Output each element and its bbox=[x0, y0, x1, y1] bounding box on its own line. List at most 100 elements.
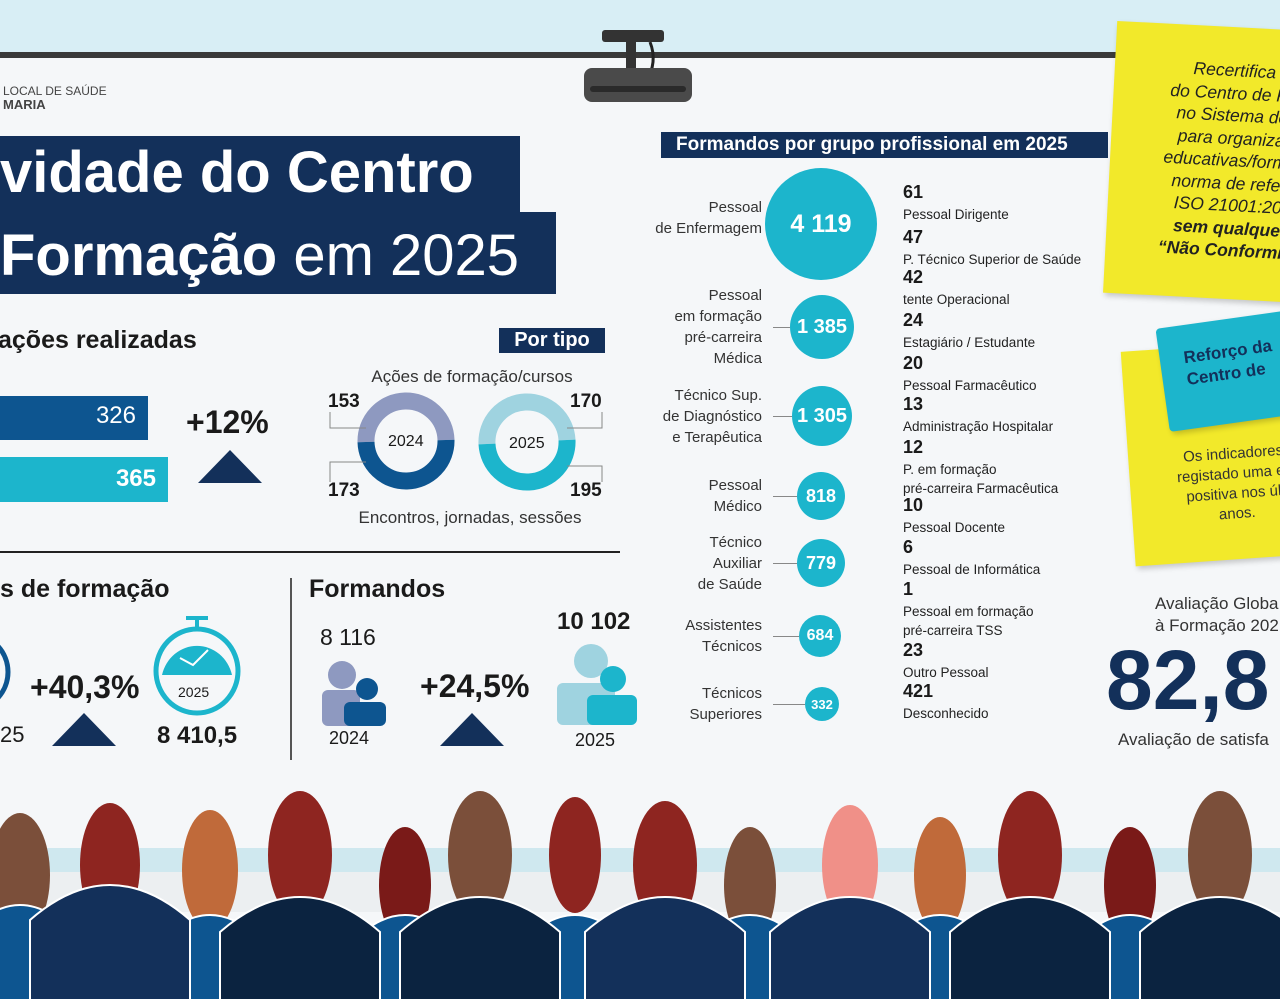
group-name: Estagiário / Estudante bbox=[903, 335, 1036, 350]
formandos-change: +24,5% bbox=[420, 668, 530, 704]
bubble-label: Assistentes Técnicos bbox=[602, 615, 762, 657]
reinforcement-tag: Reforço da Centro de bbox=[1155, 308, 1280, 432]
bubble-value: 779 bbox=[797, 539, 845, 587]
group-name: Desconhecido bbox=[903, 706, 989, 721]
donut-2024-cursos: 153 bbox=[328, 391, 360, 412]
donut-bottom-label: Encontros, jornadas, sessões bbox=[358, 508, 582, 527]
group-name: Pessoal Dirigente bbox=[903, 207, 1009, 222]
donut-2025-encontros: 195 bbox=[570, 480, 602, 501]
audience-person bbox=[769, 805, 931, 1000]
people-2025-icon bbox=[557, 644, 637, 725]
group-name: pré-carreira Farmacêutica bbox=[903, 481, 1059, 496]
bubble-value: 818 bbox=[797, 472, 845, 520]
group-count: 61 bbox=[903, 182, 924, 202]
audience-person bbox=[219, 791, 381, 1000]
donut-2024-year: 2024 bbox=[388, 433, 424, 450]
avaliacao-line1: Avaliação Globa bbox=[1155, 594, 1279, 613]
donut-top-label: Ações de formação/cursos bbox=[371, 367, 573, 386]
bubble-connector bbox=[773, 704, 805, 705]
donut-2025 bbox=[478, 393, 603, 491]
horas-2025-value: 8 410,5 bbox=[157, 722, 238, 749]
audience-person bbox=[29, 803, 191, 1000]
bubble-label: Técnico Sup. de Diagnóstico e Terapêutica bbox=[602, 385, 762, 448]
bubble-label-line: Técnicos bbox=[701, 685, 762, 702]
bubble-connector bbox=[773, 327, 790, 328]
avaliacao-line2: à Formação 202 bbox=[1155, 616, 1279, 635]
group-count: 47 bbox=[903, 227, 924, 247]
stopwatch-2025-icon bbox=[153, 616, 241, 716]
bubble-label: Técnicos Superiores bbox=[602, 683, 762, 725]
people-2024-icon bbox=[322, 661, 386, 726]
group-count: 421 bbox=[903, 681, 934, 701]
formandos-2025-value: 10 102 bbox=[557, 608, 631, 635]
formandos-2024-value: 8 116 bbox=[320, 624, 376, 650]
bubble-value: 332 bbox=[805, 687, 839, 721]
group-count: 6 bbox=[903, 537, 914, 557]
acoes-heading: ações realizadas bbox=[0, 326, 197, 354]
horas-2024-value: 25 bbox=[0, 722, 25, 747]
bubble-label: Pessoal de Enfermagem bbox=[602, 197, 762, 239]
recertification-note: Recertifica do Centro de Fo no Sistema de p… bbox=[1103, 20, 1280, 304]
bubble-connector bbox=[773, 563, 797, 564]
acoes-bar-2025: 365 bbox=[0, 457, 168, 502]
logo: LOCAL DE SAÚDE MARIA bbox=[3, 84, 107, 112]
projection-screen-top-bar bbox=[0, 52, 1280, 59]
bubble-label: Pessoal Médico bbox=[602, 475, 762, 517]
acoes-bar-2024: 326 bbox=[0, 396, 148, 440]
acoes-change: +12% bbox=[186, 404, 269, 440]
section-divider bbox=[0, 551, 620, 553]
increase-triangle-icon bbox=[198, 450, 262, 483]
bubble-label: Técnico Auxiliar de Saúde bbox=[602, 532, 762, 595]
group-name: pré-carreira TSS bbox=[903, 623, 1003, 638]
horas-change: +40,3% bbox=[30, 669, 140, 705]
por-tipo-label: Por tipo bbox=[499, 328, 605, 353]
horas-heading: s de formação bbox=[0, 575, 170, 603]
avaliacao-value: 82,8 bbox=[1106, 633, 1270, 727]
bubble-label-line: Médico bbox=[713, 498, 762, 515]
stopwatch-2025-year: 2025 bbox=[178, 684, 210, 700]
vertical-divider bbox=[290, 578, 292, 760]
group-name: P. Técnico Superior de Saúde bbox=[903, 252, 1082, 267]
projector-icon bbox=[584, 30, 692, 102]
bubble-label-line: Superiores bbox=[689, 706, 762, 723]
page-title-line2: Formação em 2025 bbox=[0, 212, 556, 294]
bubble-label-line: de Saúde bbox=[697, 575, 762, 593]
donut-charts bbox=[329, 392, 603, 491]
grupos-heading: Formandos por grupo profissional em 2025 bbox=[661, 132, 1108, 158]
logo-line2: MARIA bbox=[3, 97, 46, 112]
bubble-label-line: Pessoal bbox=[708, 477, 762, 494]
bubble-label-line: Técnico bbox=[709, 533, 762, 551]
group-count: 42 bbox=[903, 267, 924, 287]
group-count: 20 bbox=[903, 353, 924, 373]
group-name: P. em formação bbox=[903, 462, 997, 477]
bubble-value: 684 bbox=[799, 615, 841, 657]
audience-person bbox=[584, 801, 746, 1000]
formandos-2025-year: 2025 bbox=[575, 730, 616, 750]
bubble-label-line: Assistentes bbox=[685, 617, 762, 634]
audience-person bbox=[949, 791, 1111, 1000]
title-bold: Formação bbox=[0, 223, 278, 288]
donut-2024 bbox=[329, 392, 455, 490]
formandos-heading: Formandos bbox=[309, 575, 446, 603]
group-name: Pessoal de Informática bbox=[903, 562, 1041, 577]
increase-triangle-icon bbox=[440, 713, 504, 746]
group-name: Outro Pessoal bbox=[903, 665, 989, 680]
group-name: tente Operacional bbox=[903, 292, 1010, 307]
bubble-connector bbox=[773, 496, 797, 497]
bubble-label-line: Pessoal bbox=[708, 199, 762, 216]
avaliacao-title: Avaliação Globa à Formação 202 bbox=[1155, 593, 1279, 637]
bubble-value: 4 119 bbox=[765, 168, 877, 280]
logo-line1: LOCAL DE SAÚDE bbox=[3, 84, 107, 98]
donut-2025-cursos: 170 bbox=[570, 391, 602, 412]
avaliacao-caption: Avaliação de satisfa bbox=[1118, 730, 1269, 749]
group-name: Pessoal Farmacêutico bbox=[903, 378, 1037, 393]
group-count: 12 bbox=[903, 437, 924, 457]
audience-person bbox=[1139, 791, 1280, 1000]
bubble-label-line: Auxiliar bbox=[712, 554, 762, 572]
donut-2025-year: 2025 bbox=[509, 435, 545, 452]
bubble-label-line: Técnico Sup. bbox=[674, 386, 762, 404]
group-count: 13 bbox=[903, 394, 924, 414]
title-rest: em 2025 bbox=[277, 223, 520, 288]
bubble-label-line: de Enfermagem bbox=[655, 220, 762, 237]
audience-person bbox=[399, 791, 561, 1000]
